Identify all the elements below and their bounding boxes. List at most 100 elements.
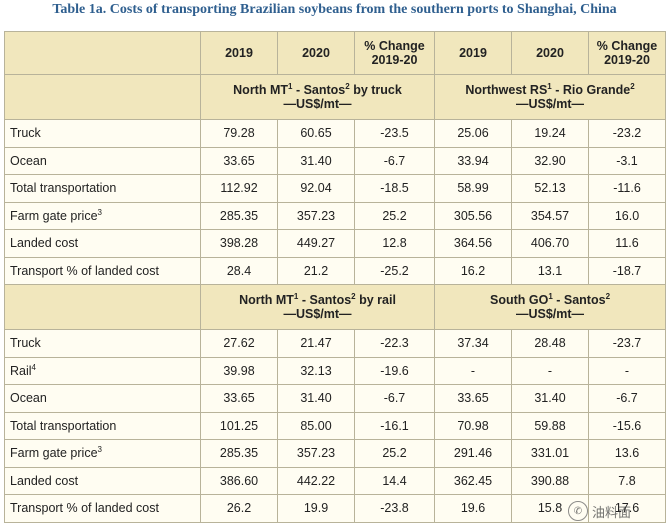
table-cell: 406.70 xyxy=(511,229,589,258)
table-cell: 17.6 xyxy=(588,494,666,523)
footnote-mark: 1 xyxy=(288,81,293,91)
col-header: % Change 2019-20 xyxy=(588,31,666,75)
transport-cost-table: 2019 2020 % Change 2019-20 2019 2020 % C… xyxy=(4,31,666,523)
table-row: Truck 79.28 60.65 -23.5 25.06 19.24 -23.2 xyxy=(4,119,666,148)
table-cell: 398.28 xyxy=(200,229,278,258)
table-cell: -25.2 xyxy=(354,256,435,285)
row-label: Ocean xyxy=(4,384,201,413)
table-cell: 364.56 xyxy=(434,229,512,258)
footnote-mark: 2 xyxy=(345,81,350,91)
row-label-text: Landed cost xyxy=(10,236,79,251)
column-header-row: 2019 2020 % Change 2019-20 2019 2020 % C… xyxy=(4,31,666,75)
table-cell: 28.4 xyxy=(200,256,278,285)
table-cell: 32.90 xyxy=(511,146,589,175)
table-cell: 11.6 xyxy=(588,229,666,258)
table-cell: - xyxy=(434,356,512,385)
row-label-text: Farm gate price xyxy=(10,208,98,223)
table-cell: -22.3 xyxy=(354,329,435,358)
row-label: Total transportation xyxy=(4,174,201,203)
table-cell: 16.0 xyxy=(588,201,666,230)
table-cell: 31.40 xyxy=(511,384,589,413)
header-blank xyxy=(4,31,201,75)
row-label: Ocean xyxy=(4,146,201,175)
table-cell: 25.06 xyxy=(434,119,512,148)
route-name: South GO1 - Santos2 xyxy=(489,291,610,307)
footnote-mark: 4 xyxy=(31,362,36,372)
table-cell: -6.7 xyxy=(354,384,435,413)
table-cell: 31.40 xyxy=(277,146,355,175)
col-header: 2019 xyxy=(200,31,278,75)
col-header: % Change 2019-20 xyxy=(354,31,435,75)
table-cell: 70.98 xyxy=(434,411,512,440)
col-header: 2019 xyxy=(434,31,512,75)
units-label: —US$/mt— xyxy=(515,97,585,111)
route-origin: North MT xyxy=(233,83,289,97)
row-label-text: Rail xyxy=(10,363,32,378)
footnote-mark: 2 xyxy=(351,291,356,301)
route-header-right: Northwest RS1 - Rio Grande2 —US$/mt— xyxy=(434,74,666,120)
table-cell: 285.35 xyxy=(200,439,278,468)
row-label-text: Landed cost xyxy=(10,473,79,488)
table-row: Truck 27.62 21.47 -22.3 37.34 28.48 -23.7 xyxy=(4,329,666,358)
table-cell: -11.6 xyxy=(588,174,666,203)
table-cell: -18.5 xyxy=(354,174,435,203)
table-cell: -15.6 xyxy=(588,411,666,440)
table-cell: 19.6 xyxy=(434,494,512,523)
table-cell: -19.6 xyxy=(354,356,435,385)
route-name: Northwest RS1 - Rio Grande2 xyxy=(465,81,634,97)
footnote-mark: 1 xyxy=(547,81,552,91)
table-cell: 59.88 xyxy=(511,411,589,440)
table-cell: 27.62 xyxy=(200,329,278,358)
table-cell: 357.23 xyxy=(277,201,355,230)
row-label: Rail4 xyxy=(4,356,201,385)
table-cell: 331.01 xyxy=(511,439,589,468)
table-cell: 362.45 xyxy=(434,466,512,495)
table-cell: 85.00 xyxy=(277,411,355,440)
table-cell: 16.2 xyxy=(434,256,512,285)
section-blank xyxy=(4,74,201,120)
table-cell: 60.65 xyxy=(277,119,355,148)
row-label-text: Transport % of landed cost xyxy=(10,501,159,516)
table-cell: -18.7 xyxy=(588,256,666,285)
table-cell: -3.1 xyxy=(588,146,666,175)
table-cell: 12.8 xyxy=(354,229,435,258)
footnote-mark: 1 xyxy=(548,291,553,301)
footnote-mark: 3 xyxy=(97,207,102,217)
watermark-text: 油料面 xyxy=(592,504,632,520)
row-label-text: Truck xyxy=(10,336,41,351)
route-header-left: North MT1 - Santos2 by rail —US$/mt— xyxy=(200,284,435,330)
wechat-icon: ✆ xyxy=(568,501,588,521)
table-row: Total transportation 101.25 85.00 -16.1 70.9… xyxy=(4,411,666,440)
row-label: Transport % of landed cost xyxy=(4,494,201,523)
table-cell: -23.2 xyxy=(588,119,666,148)
units-label: —US$/mt— xyxy=(515,307,585,321)
route-origin: South GO xyxy=(489,293,549,307)
route-port: - Santos xyxy=(552,293,606,307)
route-header-right: South GO1 - Santos2 —US$/mt— xyxy=(434,284,666,330)
table-cell: 7.8 xyxy=(588,466,666,495)
table-cell: - xyxy=(588,356,666,385)
section-blank xyxy=(4,284,201,330)
route-origin: North MT xyxy=(239,293,294,307)
table-cell: 305.56 xyxy=(434,201,512,230)
table-cell: 13.6 xyxy=(588,439,666,468)
table-cell: 354.57 xyxy=(511,201,589,230)
route-port: - Santos xyxy=(298,293,352,307)
table-cell: 58.99 xyxy=(434,174,512,203)
units-label: —US$/mt— xyxy=(283,97,352,111)
table-row: Farm gate price3 285.35 357.23 25.2 291.46 33… xyxy=(4,439,666,468)
route-mode: by rail xyxy=(355,293,396,307)
route-port: - Santos xyxy=(292,83,346,97)
table-cell: 32.13 xyxy=(277,356,355,385)
route-name: North MT1 - Santos2 by truck xyxy=(233,81,402,97)
table-cell: 33.65 xyxy=(200,384,278,413)
route-header-left: North MT1 - Santos2 by truck —US$/mt— xyxy=(200,74,435,120)
table-row: Ocean 33.65 31.40 -6.7 33.65 31.40 -6.7 xyxy=(4,384,666,413)
table-row: Transport % of landed cost 28.4 21.2 -25.2 1… xyxy=(4,256,666,285)
row-label-text: Truck xyxy=(10,126,41,141)
row-label: Farm gate price3 xyxy=(4,201,201,230)
table-cell: 386.60 xyxy=(200,466,278,495)
table-cell: 79.28 xyxy=(200,119,278,148)
row-label: Truck xyxy=(4,329,201,358)
table-cell: 442.22 xyxy=(277,466,355,495)
